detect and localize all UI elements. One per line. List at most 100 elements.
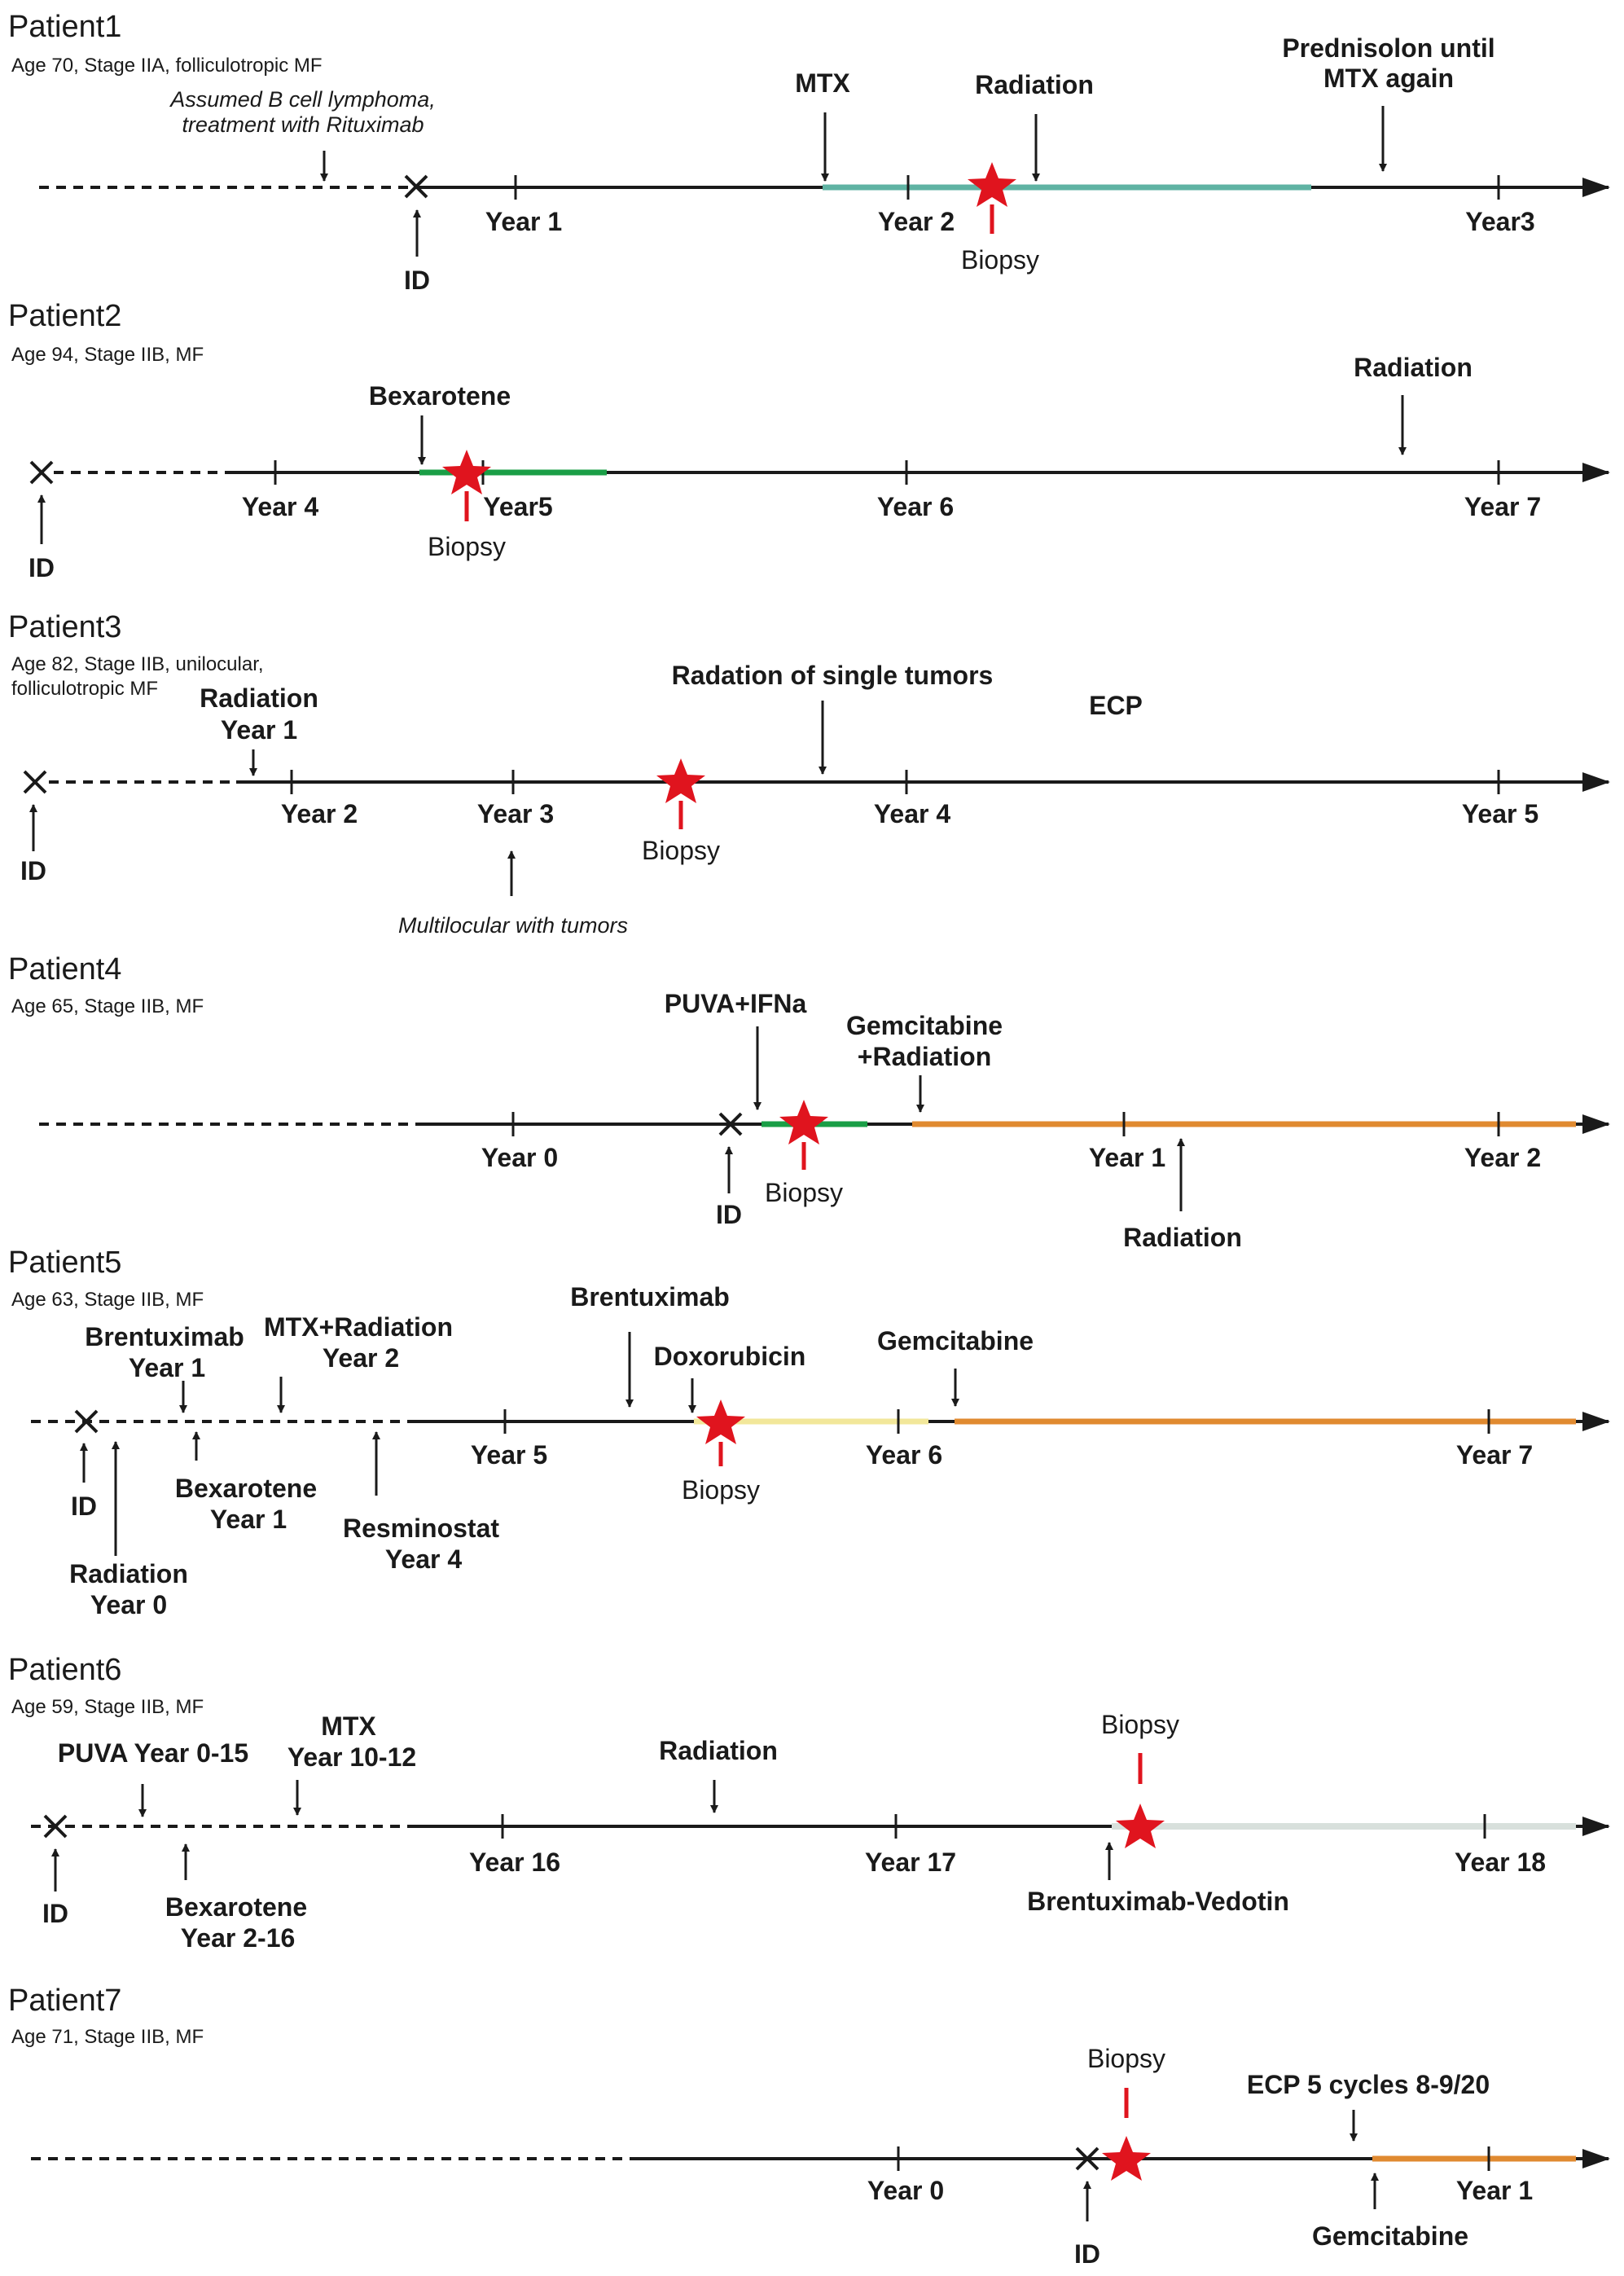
puva-label: PUVA Year 0-15 [58,1738,248,1768]
diagnosis-x-marker [718,1112,743,1136]
biopsy-label: Biopsy [961,245,1039,275]
tick-label: Year 18 [1455,1848,1546,1877]
patient-2: Patient2 Age 94, Stage IIB, MF Year 4 Ye… [8,299,1610,582]
biopsy-label: Biopsy [765,1178,843,1207]
gemcitabine-label: Gemcitabine [1312,2221,1468,2251]
radiation-label: Radiation [1123,1223,1242,1252]
diagnosis-x-marker [29,460,54,485]
diagnosis-x-marker [404,174,428,199]
tick-label: Year 7 [1464,492,1541,521]
prednisolon-label-line1: Prednisolon until [1282,33,1495,63]
diagnosis-x-marker [23,770,47,794]
biopsy-label: Biopsy [428,532,506,561]
id-label: ID [404,266,430,295]
biopsy-star-icon [1102,2136,1151,2181]
radiation-label-line2: Year 0 [90,1590,167,1619]
tick-label: Year 6 [866,1440,942,1470]
tick-label: Year 1 [1089,1143,1165,1172]
tick-label: Year 3 [477,799,554,828]
biopsy-label: Biopsy [642,836,720,865]
patient-title: Patient5 [8,1246,121,1280]
year-ticks [290,770,1500,794]
radiation-label-line1: Radiation [69,1559,188,1588]
patient-4: Patient4 Age 65, Stage IIB, MF Year 0 Ye… [8,952,1610,1252]
ecp-label: ECP [1089,691,1143,720]
biopsy-star-icon [1116,1804,1165,1848]
resminostat-label-line2: Year 4 [385,1544,463,1574]
tick-label: Year 17 [865,1848,956,1877]
patient-info: Age 65, Stage IIB, MF [11,995,204,1017]
radiation-label-line1: Radiation [200,683,318,713]
gemcitabine-label-line2: +Radiation [858,1042,991,1071]
tick-label: Year 0 [867,2176,944,2205]
biopsy-star-icon [779,1100,828,1145]
biopsy-star-icon [968,162,1016,207]
patient-5: Patient5 Age 63, Stage IIB, MF Year 5 Ye… [8,1246,1610,1619]
biopsy-label: Biopsy [682,1475,760,1505]
rituximab-label-line1: Assumed B cell lymphoma, [169,87,436,112]
year-ticks [897,2146,1490,2171]
id-label: ID [20,856,46,885]
tick-label: Year 16 [469,1848,560,1877]
patient-info: Age 94, Stage IIB, MF [11,344,204,366]
biopsy-label: Biopsy [1101,1710,1179,1739]
tick-label: Year 2 [878,207,955,236]
tick-label: Year 5 [1462,799,1538,828]
patient-info-line2: folliculotropic MF [11,678,158,700]
patient-7: Patient7 Age 71, Stage IIB, MF Year 0 Ye… [8,1984,1610,2269]
rituximab-label-line2: treatment with Rituximab [182,112,424,137]
patient-title: Patient3 [8,610,121,644]
id-label: ID [716,1200,742,1229]
bexarotene-label-line1: Bexarotene [175,1474,317,1503]
patient-info: Age 59, Stage IIB, MF [11,1696,204,1718]
patient-info: Age 71, Stage IIB, MF [11,2026,204,2048]
id-label: ID [42,1899,68,1928]
radiation-single-tumors-label: Radation of single tumors [672,661,994,690]
year-ticks [503,1409,1490,1434]
tick-label: Year 0 [481,1143,558,1172]
brentuximab-vedotin-label: Brentuximab-Vedotin [1027,1887,1289,1916]
diagnosis-x-marker [43,1814,68,1839]
tick-label: Year 1 [1456,2176,1533,2205]
resminostat-label-line1: Resminostat [343,1514,499,1543]
brentuximab-label: Brentuximab [570,1282,730,1312]
brentuximab-year1-label-line1: Brentuximab [85,1322,244,1351]
patient-info-line1: Age 82, Stage IIB, unilocular, [11,653,264,675]
tick-label: Year3 [1465,207,1534,236]
bexarotene-label-line2: Year 2-16 [181,1923,296,1953]
id-label: ID [1074,2239,1100,2269]
patient-title: Patient2 [8,299,121,333]
biopsy-star-icon [442,450,491,494]
tick-label: Year 4 [242,492,319,521]
tick-label: Year 7 [1456,1440,1533,1470]
patient-title: Patient4 [8,952,121,986]
id-label: ID [71,1492,97,1521]
mtx-label-line2: Year 10-12 [287,1742,416,1772]
bexarotene-label-line1: Bexarotene [165,1892,307,1922]
patient-title: Patient7 [8,1984,121,2018]
puva-label: PUVA+IFNa [665,989,807,1018]
year-ticks [514,175,1500,200]
bexarotene-label: Bexarotene [369,381,511,411]
patient-info: Age 63, Stage IIB, MF [11,1289,204,1311]
biopsy-star-icon [696,1399,745,1444]
tick-label: Year 5 [471,1440,547,1470]
patient-3: Patient3 Age 82, Stage IIB, unilocular, … [8,610,1610,938]
mtx-radiation-label-line2: Year 2 [323,1343,399,1373]
doxorubicin-label: Doxorubicin [654,1342,806,1371]
tick-label: Year 1 [485,207,562,236]
radiation-label: Radiation [1354,353,1473,382]
mtx-radiation-label-line1: MTX+Radiation [264,1312,453,1342]
patient-title: Patient1 [8,10,121,44]
patient-title: Patient6 [8,1653,121,1687]
gemcitabine-label: Gemcitabine [877,1326,1034,1355]
tick-label: Year 2 [1464,1143,1541,1172]
radiation-label: Radiation [975,70,1094,99]
tick-label: Year 2 [281,799,358,828]
diagnosis-x-marker [74,1409,99,1434]
brentuximab-year1-label-line2: Year 1 [129,1353,205,1382]
diagnosis-x-marker [1075,2146,1099,2171]
tick-label: Year 6 [877,492,954,521]
biopsy-star-icon [656,758,705,803]
